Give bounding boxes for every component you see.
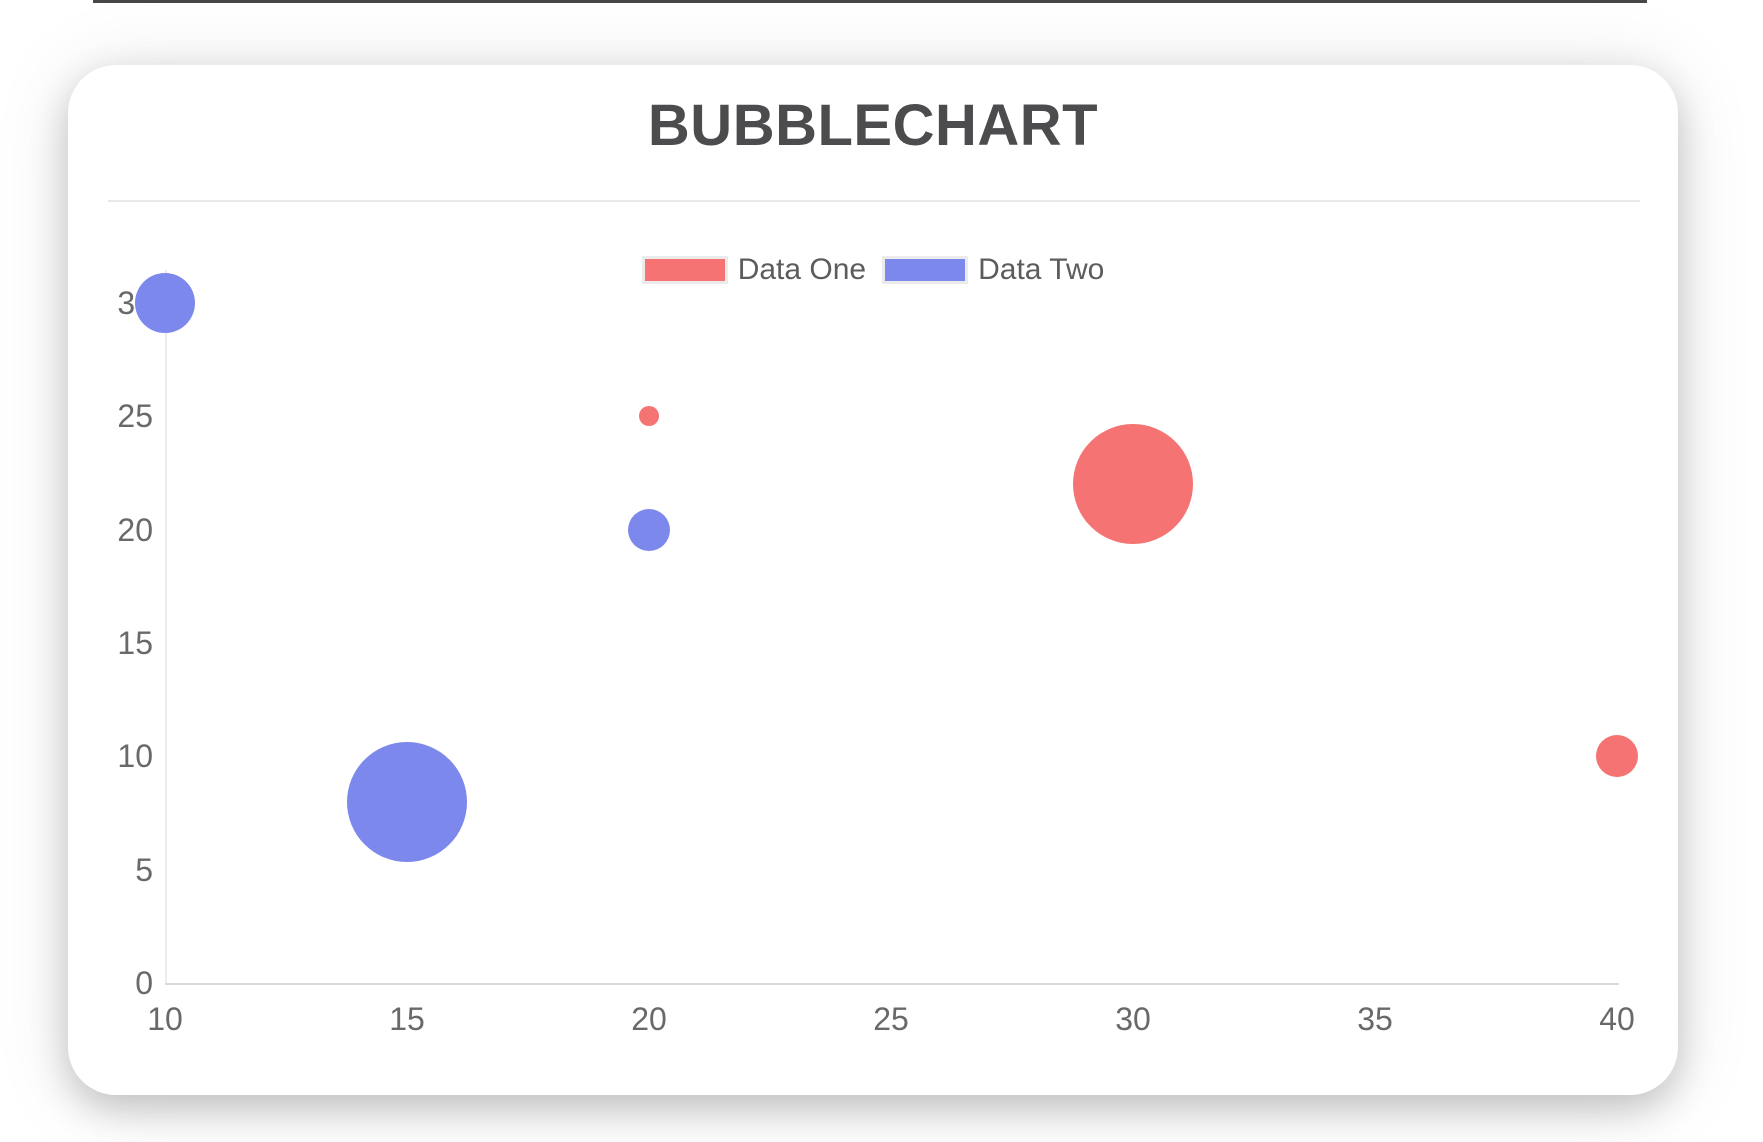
bubble-data-two-2[interactable] [347, 741, 467, 862]
legend-item-data-two[interactable]: Data Two [882, 254, 1104, 286]
y-axis-line [165, 270, 167, 985]
bubble-data-two-0[interactable] [135, 273, 195, 333]
y-tick-label: 0 [135, 965, 153, 1001]
top-border-strip [93, 0, 1647, 3]
legend-item-data-one[interactable]: Data One [641, 253, 867, 286]
title-divider [108, 200, 1640, 202]
x-tick-label: 10 [147, 1001, 183, 1037]
x-tick-label: 30 [1115, 1001, 1151, 1037]
chart-card: BUBBLECHART Data One Data Two 0 5 10 15 20 25 3… [68, 65, 1678, 1095]
chart-legend: Data One Data Two [68, 254, 1678, 286]
y-tick-label: 20 [117, 511, 153, 548]
x-tick-label: 35 [1357, 1001, 1393, 1037]
legend-swatch-data-one [641, 256, 728, 284]
x-axis-line [165, 983, 1619, 985]
bubble-data-one-2[interactable] [1596, 735, 1638, 778]
bubble-data-one-1[interactable] [1073, 424, 1193, 545]
x-tick-label: 20 [631, 1001, 667, 1037]
y-tick-label: 5 [135, 851, 153, 888]
plot-area: 05101520253010152025303540 [68, 65, 1678, 1095]
bubble-data-one-0[interactable] [639, 406, 659, 427]
x-tick-label: 15 [389, 1001, 425, 1037]
legend-label: Data Two [978, 253, 1105, 286]
bubble-data-two-1[interactable] [628, 508, 670, 551]
x-tick-label: 25 [873, 1001, 909, 1037]
legend-label: Data One [737, 253, 867, 286]
y-tick-label: 10 [117, 738, 153, 775]
y-tick-label: 25 [117, 398, 153, 435]
chart-title: BUBBLECHART [647, 93, 1099, 158]
x-tick-label: 40 [1599, 1001, 1635, 1037]
legend-swatch-data-two [882, 256, 969, 284]
y-tick-label: 15 [117, 625, 153, 661]
